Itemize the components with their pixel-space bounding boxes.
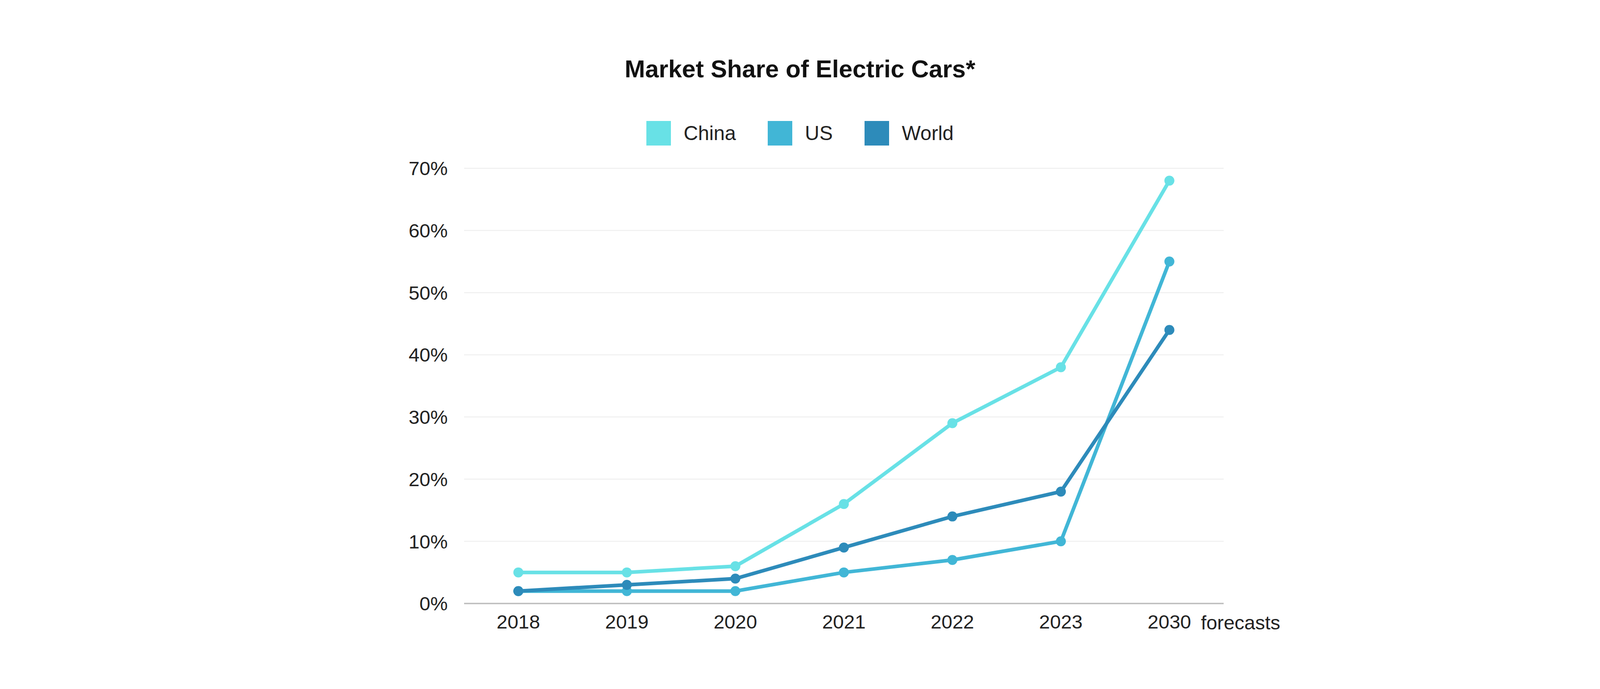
svg-text:2020: 2020 [713, 610, 758, 633]
svg-text:0%: 0% [419, 592, 448, 615]
svg-text:40%: 40% [408, 343, 448, 366]
html-text:China: China [683, 121, 736, 145]
html-text:US: US [804, 121, 833, 145]
svg-text:10%: 10% [408, 530, 448, 553]
svg-text:50%: 50% [408, 281, 448, 304]
svg-text:30%: 30% [408, 405, 448, 428]
svg-text:2022: 2022 [930, 610, 975, 633]
svg-text:2023: 2023 [1039, 610, 1083, 633]
svg-text:2021: 2021 [822, 610, 866, 633]
svg-text:60%: 60% [408, 219, 448, 242]
html-text:forecasts: forecasts [1200, 611, 1281, 634]
svg-text:2019: 2019 [605, 610, 649, 633]
html-text:World: World [901, 121, 954, 145]
svg-text:2030: 2030 [1147, 610, 1192, 633]
svg-text:20%: 20% [408, 468, 448, 490]
svg-text:70%: 70% [408, 157, 448, 180]
html-text:Market Share of Electric Cars*: Market Share of Electric Cars* [624, 55, 976, 83]
svg-text:2018: 2018 [496, 610, 541, 633]
